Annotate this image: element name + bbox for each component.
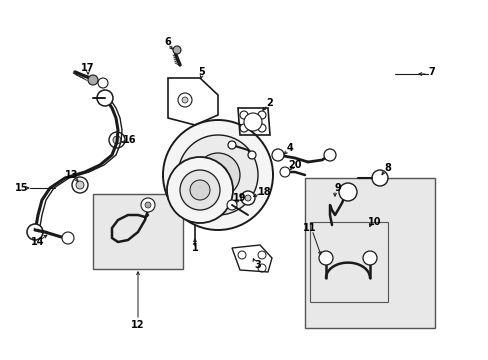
Circle shape [178,93,192,107]
Circle shape [141,198,155,212]
Circle shape [258,111,265,119]
Circle shape [182,97,187,103]
Text: 7: 7 [428,67,434,77]
Text: 8: 8 [384,163,390,173]
Circle shape [226,200,237,210]
Text: 13: 13 [65,170,79,180]
Circle shape [173,46,181,54]
Circle shape [76,181,84,189]
Circle shape [163,120,272,230]
Circle shape [167,157,232,223]
Text: 19: 19 [233,193,246,203]
Text: 12: 12 [131,320,144,330]
Circle shape [207,165,227,185]
Text: 1: 1 [191,243,198,253]
Circle shape [190,180,209,200]
Circle shape [196,153,240,197]
Text: 6: 6 [164,37,171,47]
Circle shape [109,132,125,148]
Circle shape [227,141,236,149]
Circle shape [238,251,245,259]
Circle shape [324,149,335,161]
Text: 2: 2 [266,98,273,108]
Circle shape [113,136,121,144]
Circle shape [98,78,108,88]
Circle shape [180,170,220,210]
Text: 17: 17 [81,63,95,73]
Circle shape [280,167,289,177]
Text: 20: 20 [287,160,301,170]
Circle shape [362,251,376,265]
Circle shape [244,195,250,201]
Circle shape [88,75,98,85]
Circle shape [178,135,258,215]
Circle shape [97,90,113,106]
Text: 16: 16 [123,135,137,145]
Bar [93,194,183,269]
Bar [305,178,434,328]
Circle shape [72,177,88,193]
Text: 18: 18 [258,187,271,197]
Circle shape [244,113,262,131]
Circle shape [371,170,387,186]
Circle shape [271,149,284,161]
Text: 15: 15 [15,183,29,193]
Circle shape [247,151,256,159]
Text: 9: 9 [334,183,341,193]
Circle shape [62,232,74,244]
Text: 4: 4 [286,143,293,153]
Circle shape [145,202,151,208]
Circle shape [240,124,247,132]
Circle shape [258,124,265,132]
Text: 10: 10 [367,217,381,227]
Circle shape [258,264,265,272]
Text: 14: 14 [31,237,45,247]
Circle shape [318,251,332,265]
Circle shape [241,191,254,205]
Circle shape [27,224,43,240]
Circle shape [258,251,265,259]
Circle shape [338,183,356,201]
Text: 3: 3 [254,260,261,270]
Text: 5: 5 [198,67,205,77]
Text: 11: 11 [303,223,316,233]
Bar [309,222,387,302]
Circle shape [240,111,247,119]
